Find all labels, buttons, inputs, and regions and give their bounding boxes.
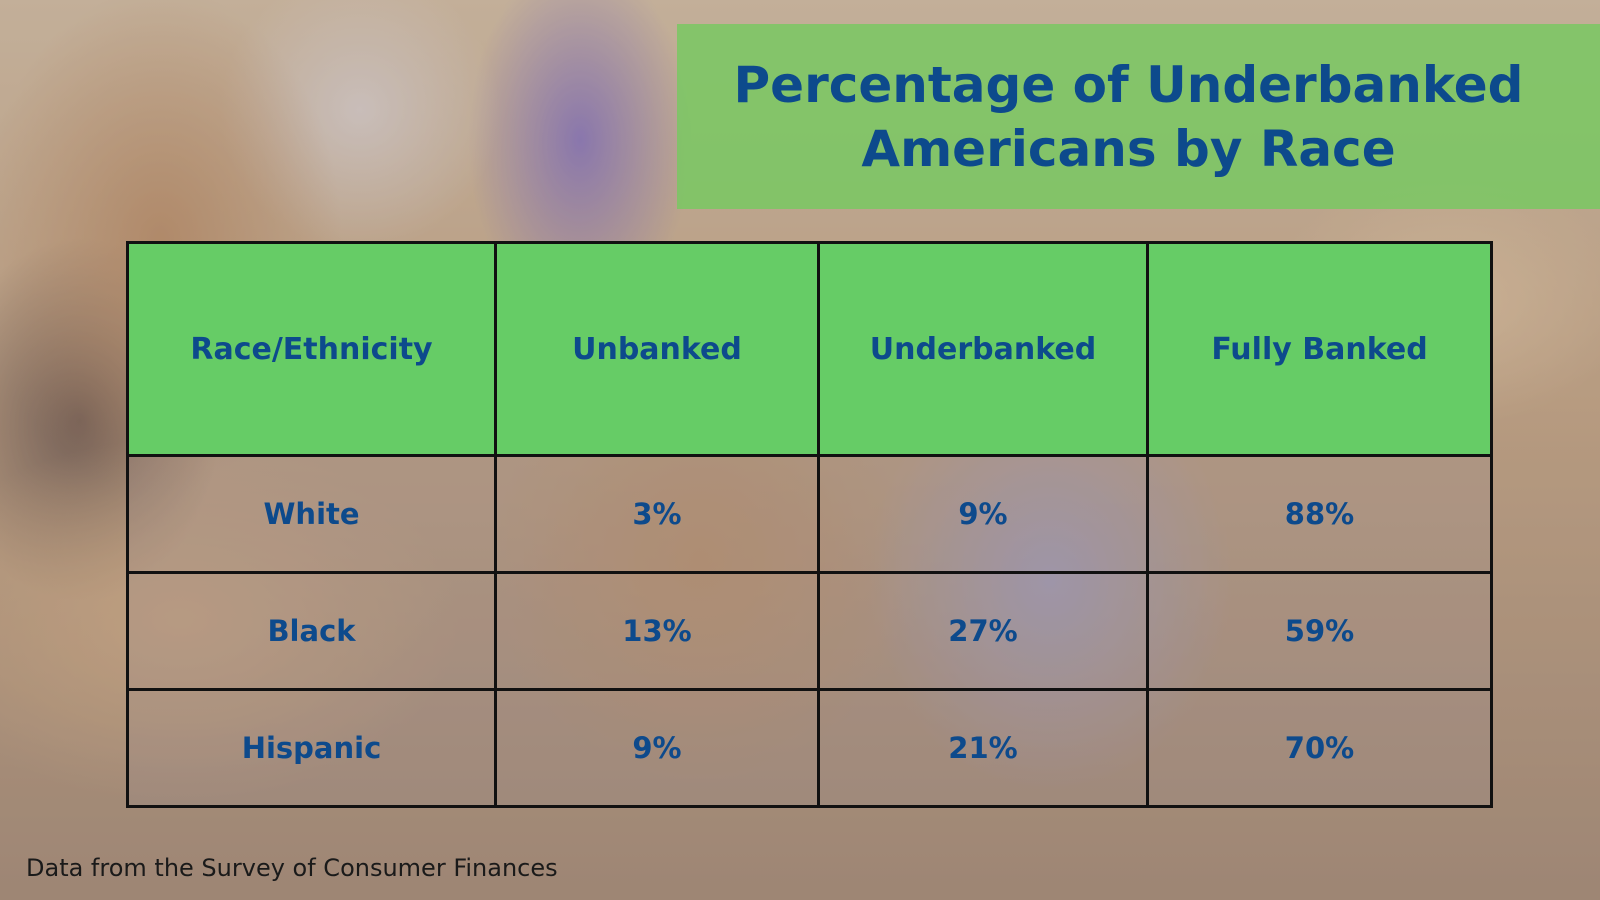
title-line-1: Percentage of Underbanked bbox=[733, 55, 1524, 114]
table-header-row: Race/Ethnicity Unbanked Underbanked Full… bbox=[126, 241, 1493, 457]
cell-underbanked: 21% bbox=[817, 688, 1149, 808]
header-underbanked: Underbanked bbox=[817, 241, 1149, 457]
header-unbanked: Unbanked bbox=[494, 241, 820, 457]
cell-unbanked: 3% bbox=[494, 454, 820, 574]
cell-race: Hispanic bbox=[126, 688, 497, 808]
cell-fully-banked: 88% bbox=[1146, 454, 1493, 574]
cell-unbanked: 13% bbox=[494, 571, 820, 691]
title-banner: Percentage of Underbanked Americans by R… bbox=[677, 24, 1600, 209]
header-race-ethnicity: Race/Ethnicity bbox=[126, 241, 497, 457]
cell-fully-banked: 70% bbox=[1146, 688, 1493, 808]
table-row: Hispanic 9% 21% 70% bbox=[126, 688, 1493, 808]
cell-race: White bbox=[126, 454, 497, 574]
cell-unbanked: 9% bbox=[494, 688, 820, 808]
table-row: Black 13% 27% 59% bbox=[126, 571, 1493, 691]
cell-fully-banked: 59% bbox=[1146, 571, 1493, 691]
title-line-2: Americans by Race bbox=[861, 119, 1396, 178]
banking-table: Race/Ethnicity Unbanked Underbanked Full… bbox=[126, 241, 1493, 808]
cell-underbanked: 27% bbox=[817, 571, 1149, 691]
cell-underbanked: 9% bbox=[817, 454, 1149, 574]
header-fully-banked: Fully Banked bbox=[1146, 241, 1493, 457]
source-caption: Data from the Survey of Consumer Finance… bbox=[26, 854, 558, 882]
table-row: White 3% 9% 88% bbox=[126, 454, 1493, 574]
cell-race: Black bbox=[126, 571, 497, 691]
